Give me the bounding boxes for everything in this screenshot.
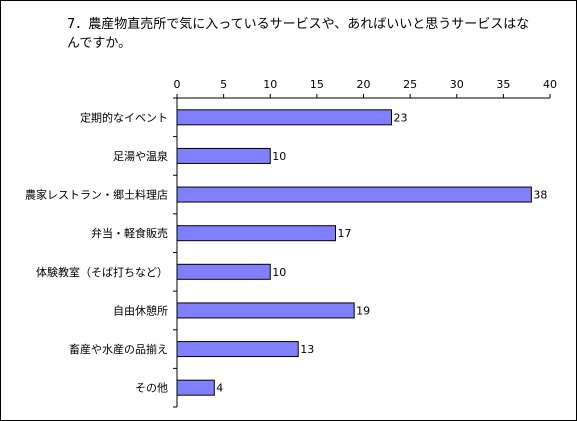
category-label: 体験教室（そば打ちなど） <box>36 265 168 279</box>
category-label: その他 <box>135 382 168 395</box>
bar-6 <box>176 302 355 319</box>
data-label: 19 <box>356 304 370 317</box>
axes-group <box>173 94 551 408</box>
data-label: 10 <box>272 266 286 279</box>
data-label: 13 <box>300 343 314 356</box>
category-label: 足湯や温泉 <box>113 149 168 163</box>
bar-8 <box>176 379 215 396</box>
x-tick-label: 0 <box>174 78 181 91</box>
bar-2 <box>176 147 271 164</box>
data-label: 17 <box>338 227 352 240</box>
chart-title: 7．農産物直売所で気に入っているサービスや、あればいいと思うサービスはなんですか… <box>67 17 530 51</box>
bar-3 <box>176 186 532 203</box>
x-tick-label: 25 <box>403 78 417 91</box>
x-tick-label: 40 <box>543 78 557 91</box>
category-label: 弁当・軽食販売 <box>91 226 168 240</box>
data-label: 10 <box>272 150 286 163</box>
bar-4 <box>176 225 337 242</box>
category-label: 畜産や水産の品揃え <box>69 342 168 356</box>
x-tick-label: 10 <box>263 78 277 91</box>
data-label: 4 <box>216 382 223 395</box>
bar-5 <box>176 263 271 280</box>
data-label: 23 <box>393 111 407 124</box>
category-label: 自由休憩所 <box>113 303 168 317</box>
data-label: 38 <box>533 189 547 202</box>
x-tick-label: 35 <box>496 78 510 91</box>
x-tick-label: 5 <box>220 78 227 91</box>
x-tick-label: 20 <box>357 78 371 91</box>
bar-7 <box>176 341 299 358</box>
bar-1 <box>176 109 392 126</box>
x-tick-label: 30 <box>450 78 464 91</box>
labels-group: 定期的なイベント 23 足湯や温泉 10 農家レストラン・郷土料理店 38 弁当・軽食販売 1… <box>25 78 557 395</box>
category-label: 農家レストラン・郷土料理店 <box>25 188 168 202</box>
x-tick-label: 15 <box>310 78 324 91</box>
bars-group <box>176 109 532 396</box>
category-label: 定期的なイベント <box>80 110 168 124</box>
